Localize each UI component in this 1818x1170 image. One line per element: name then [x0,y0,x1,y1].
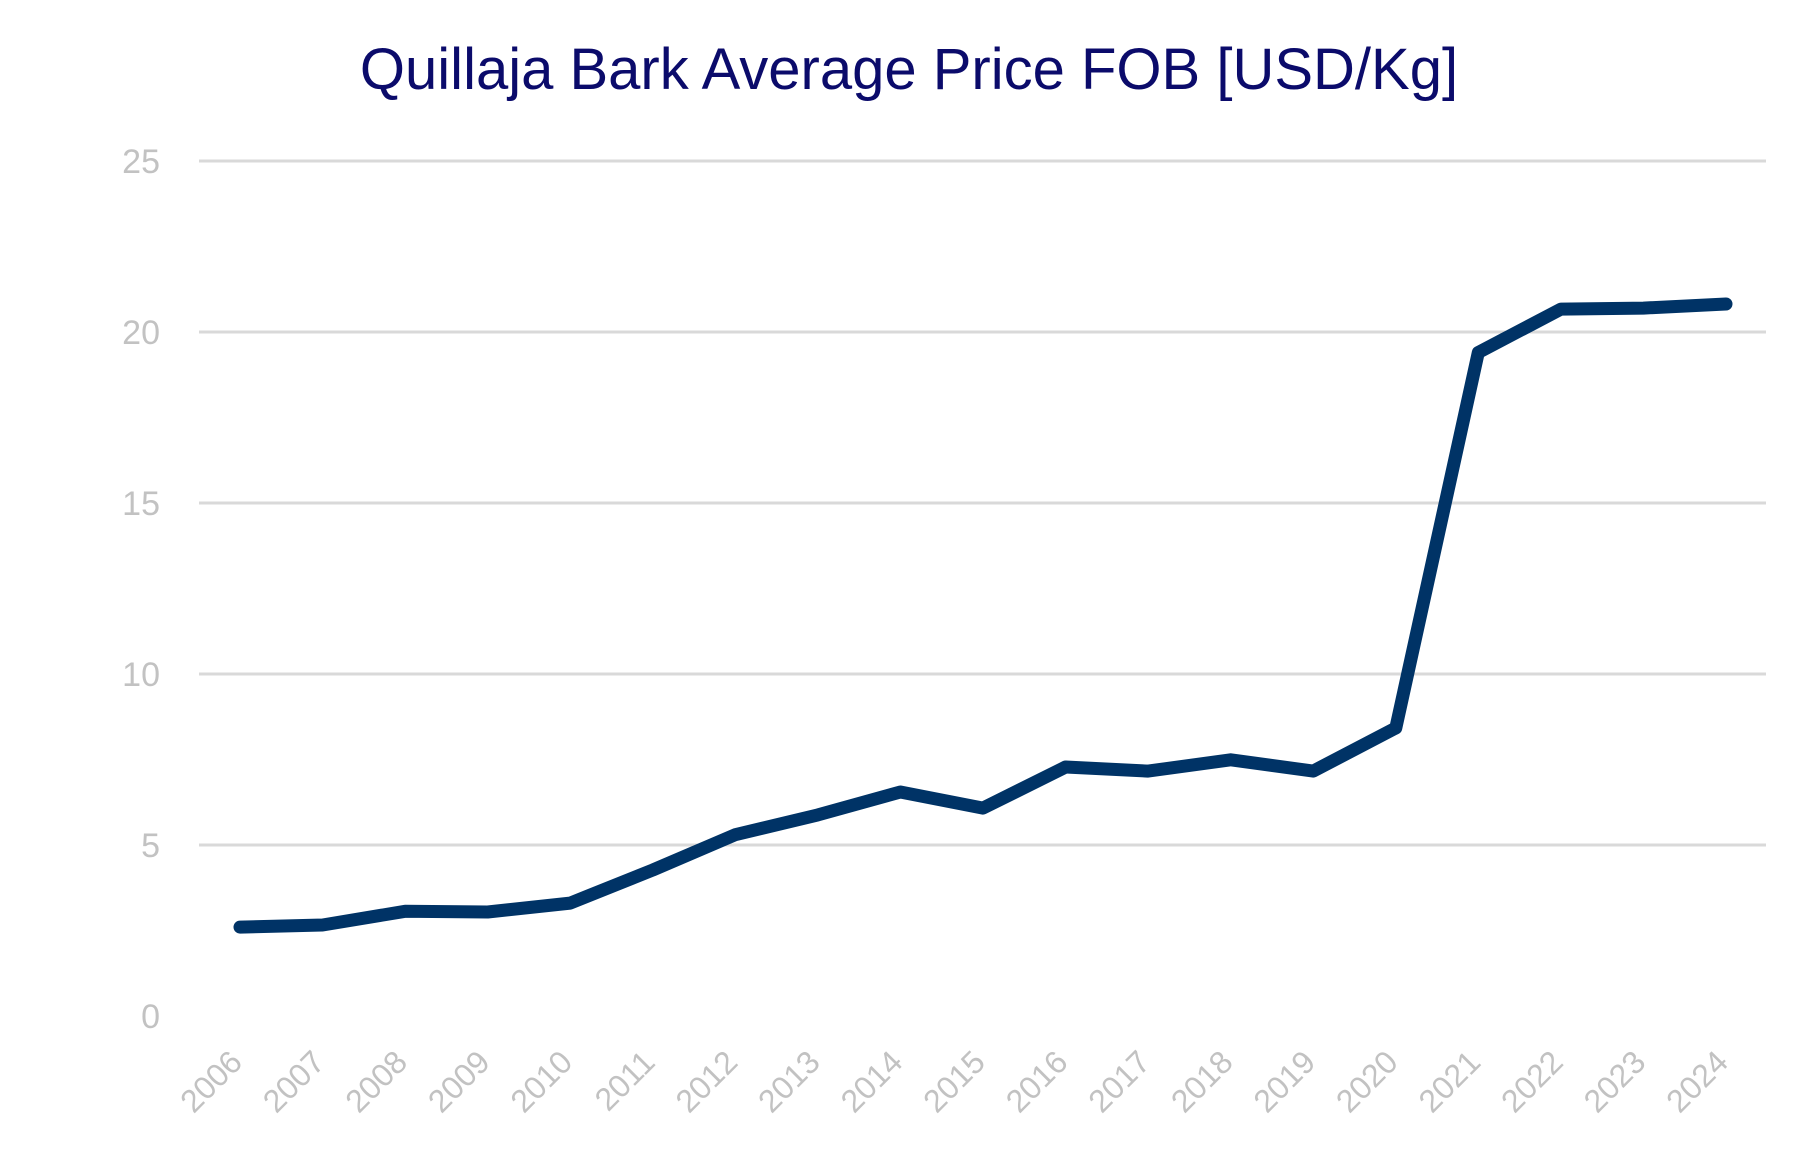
x-tick-label: 2024 [1659,1043,1735,1119]
price-series-line [233,297,1733,934]
y-tick-label: 0 [141,998,160,1036]
y-tick-label: 25 [122,143,160,181]
x-tick-label: 2023 [1577,1043,1653,1119]
y-tick-label: 15 [122,485,160,523]
y-axis-ticks: 0 5 10 15 20 25 [122,143,160,1036]
y-tick-label: 10 [122,656,160,694]
x-tick-label: 2013 [751,1043,827,1119]
x-tick-label: 2009 [421,1043,497,1119]
x-tick-label: 2011 [588,1043,662,1117]
x-tick-label: 2006 [173,1043,249,1119]
x-tick-label: 2015 [916,1043,992,1119]
x-tick-label: 2007 [256,1043,332,1119]
y-tick-label: 20 [122,314,160,352]
x-axis-ticks: 2006 2007 2008 2009 2010 2011 2012 2013 2014 2015… [173,1043,1735,1119]
x-tick-label: 2019 [1246,1043,1322,1119]
chart-title: Quillaja Bark Average Price FOB [USD/Kg] [359,37,1459,102]
x-tick-label: 2021 [1411,1043,1487,1119]
x-tick-label: 2022 [1494,1043,1570,1119]
x-tick-label: 2020 [1329,1043,1405,1119]
x-tick-label: 2012 [668,1043,744,1119]
x-tick-label: 2018 [1164,1043,1240,1119]
x-tick-label: 2016 [999,1043,1075,1119]
x-tick-label: 2008 [338,1043,414,1119]
gridlines [199,159,1766,847]
x-tick-label: 2017 [1081,1043,1157,1119]
y-tick-label: 5 [141,827,160,865]
x-tick-label: 2010 [503,1043,579,1119]
x-tick-label: 2014 [834,1043,910,1119]
